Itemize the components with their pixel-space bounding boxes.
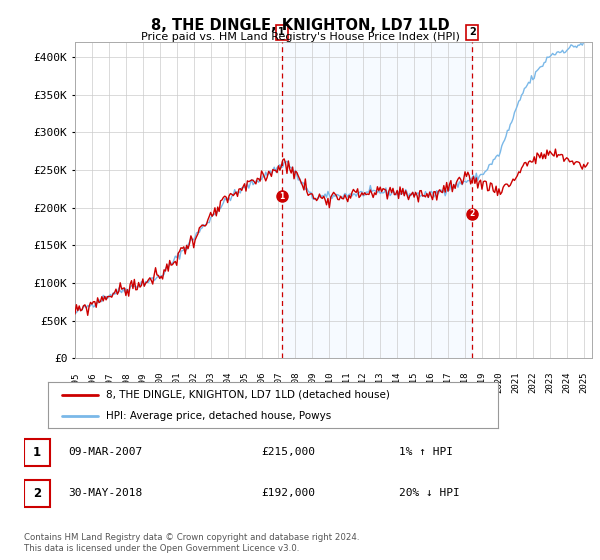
Text: 2012: 2012 [359, 371, 368, 393]
Text: 1% ↑ HPI: 1% ↑ HPI [400, 447, 454, 458]
Text: 8, THE DINGLE, KNIGHTON, LD7 1LD (detached house): 8, THE DINGLE, KNIGHTON, LD7 1LD (detach… [107, 390, 391, 400]
Text: 2002: 2002 [189, 371, 198, 393]
FancyBboxPatch shape [24, 439, 50, 466]
Text: 30-MAY-2018: 30-MAY-2018 [68, 488, 142, 498]
Text: 2003: 2003 [206, 371, 215, 393]
Text: 2020: 2020 [494, 371, 503, 393]
Text: 1999: 1999 [139, 371, 148, 393]
Text: 2021: 2021 [511, 371, 520, 393]
Text: 2017: 2017 [443, 371, 452, 393]
Text: 1997: 1997 [104, 371, 113, 393]
Text: 2022: 2022 [529, 371, 538, 393]
Text: 2006: 2006 [257, 371, 266, 393]
Text: 2019: 2019 [478, 371, 487, 393]
Text: 1: 1 [279, 192, 284, 201]
Text: 2: 2 [469, 27, 476, 38]
Text: 2010: 2010 [325, 371, 334, 393]
Text: HPI: Average price, detached house, Powys: HPI: Average price, detached house, Powy… [107, 411, 332, 421]
Text: 2013: 2013 [376, 371, 385, 393]
Text: 2004: 2004 [223, 371, 232, 393]
Text: £215,000: £215,000 [262, 447, 316, 458]
Text: 2008: 2008 [291, 371, 300, 393]
Text: Price paid vs. HM Land Registry's House Price Index (HPI): Price paid vs. HM Land Registry's House … [140, 32, 460, 43]
Text: 1995: 1995 [71, 371, 79, 393]
Text: 1996: 1996 [88, 371, 97, 393]
Text: 1998: 1998 [121, 371, 130, 393]
Text: 2024: 2024 [562, 371, 571, 393]
Text: 2001: 2001 [172, 371, 181, 393]
Text: 2000: 2000 [155, 371, 164, 393]
Text: 1: 1 [33, 446, 41, 459]
Text: 2: 2 [470, 209, 475, 218]
Text: 2007: 2007 [274, 371, 283, 393]
Text: 1: 1 [278, 27, 285, 38]
Bar [282, 42, 472, 358]
Text: 2015: 2015 [410, 371, 419, 393]
Text: 2025: 2025 [579, 371, 588, 393]
Text: 2: 2 [33, 487, 41, 500]
Text: 8, THE DINGLE, KNIGHTON, LD7 1LD: 8, THE DINGLE, KNIGHTON, LD7 1LD [151, 18, 449, 33]
Text: 2014: 2014 [392, 371, 401, 393]
Text: 2011: 2011 [342, 371, 351, 393]
Text: 20% ↓ HPI: 20% ↓ HPI [400, 488, 460, 498]
Text: Contains HM Land Registry data © Crown copyright and database right 2024.
This d: Contains HM Land Registry data © Crown c… [24, 533, 359, 553]
FancyBboxPatch shape [24, 480, 50, 507]
Text: 2005: 2005 [240, 371, 249, 393]
Text: 2018: 2018 [461, 371, 470, 393]
Text: £192,000: £192,000 [262, 488, 316, 498]
Text: 2009: 2009 [308, 371, 317, 393]
Text: 2023: 2023 [545, 371, 554, 393]
Text: 2016: 2016 [427, 371, 436, 393]
Text: 09-MAR-2007: 09-MAR-2007 [68, 447, 142, 458]
